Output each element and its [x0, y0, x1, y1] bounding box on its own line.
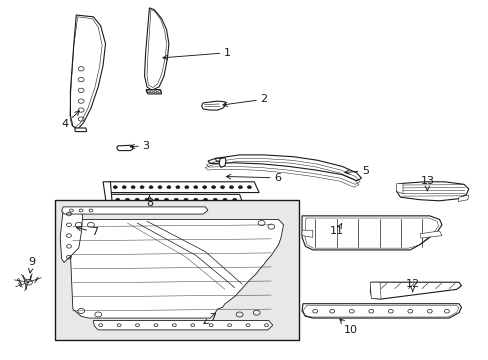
Circle shape [155, 198, 158, 201]
Circle shape [149, 186, 153, 189]
Text: 7: 7 [203, 313, 216, 324]
Text: 10: 10 [339, 319, 357, 335]
Text: 13: 13 [420, 176, 433, 190]
Polygon shape [60, 211, 82, 262]
Circle shape [213, 198, 217, 201]
Text: 5: 5 [344, 166, 368, 176]
Circle shape [193, 198, 197, 201]
Circle shape [223, 198, 226, 201]
Circle shape [211, 186, 215, 189]
Text: 4: 4 [61, 111, 79, 129]
Polygon shape [302, 304, 461, 318]
Polygon shape [396, 182, 468, 201]
Polygon shape [207, 155, 361, 181]
Text: 7: 7 [77, 226, 98, 237]
Text: 1: 1 [163, 48, 230, 60]
Polygon shape [108, 182, 259, 193]
Circle shape [113, 186, 117, 189]
Circle shape [166, 186, 170, 189]
Polygon shape [215, 158, 223, 161]
Text: 8: 8 [145, 195, 153, 208]
Polygon shape [69, 220, 283, 318]
Polygon shape [110, 194, 243, 205]
Polygon shape [93, 320, 272, 330]
Circle shape [176, 186, 180, 189]
Polygon shape [103, 182, 112, 205]
Circle shape [232, 198, 236, 201]
Circle shape [184, 186, 188, 189]
Text: 6: 6 [226, 173, 281, 183]
Text: 12: 12 [405, 279, 419, 292]
Polygon shape [61, 207, 207, 214]
Circle shape [220, 186, 224, 189]
Circle shape [203, 198, 207, 201]
Circle shape [131, 186, 135, 189]
Polygon shape [75, 128, 86, 132]
Circle shape [174, 198, 178, 201]
Polygon shape [201, 101, 225, 110]
Polygon shape [457, 195, 468, 202]
Circle shape [229, 186, 233, 189]
Circle shape [158, 186, 162, 189]
Circle shape [183, 198, 187, 201]
Polygon shape [302, 230, 312, 237]
Polygon shape [369, 282, 461, 299]
Polygon shape [369, 282, 380, 299]
Polygon shape [70, 15, 105, 129]
Polygon shape [219, 158, 225, 167]
Bar [55, 200, 299, 339]
Circle shape [116, 198, 120, 201]
Text: 3: 3 [130, 140, 149, 150]
Circle shape [140, 186, 144, 189]
Circle shape [125, 198, 129, 201]
Polygon shape [396, 184, 402, 194]
Circle shape [135, 198, 139, 201]
Polygon shape [302, 216, 441, 250]
Text: 9: 9 [28, 257, 35, 273]
Circle shape [203, 186, 206, 189]
Circle shape [238, 186, 242, 189]
Text: 11: 11 [329, 224, 344, 236]
Circle shape [122, 186, 126, 189]
Polygon shape [144, 8, 168, 90]
Polygon shape [419, 231, 441, 238]
Polygon shape [146, 90, 161, 94]
Polygon shape [117, 145, 133, 150]
Circle shape [247, 186, 251, 189]
Circle shape [193, 186, 197, 189]
Circle shape [145, 198, 149, 201]
Circle shape [164, 198, 168, 201]
Text: 2: 2 [223, 94, 267, 107]
